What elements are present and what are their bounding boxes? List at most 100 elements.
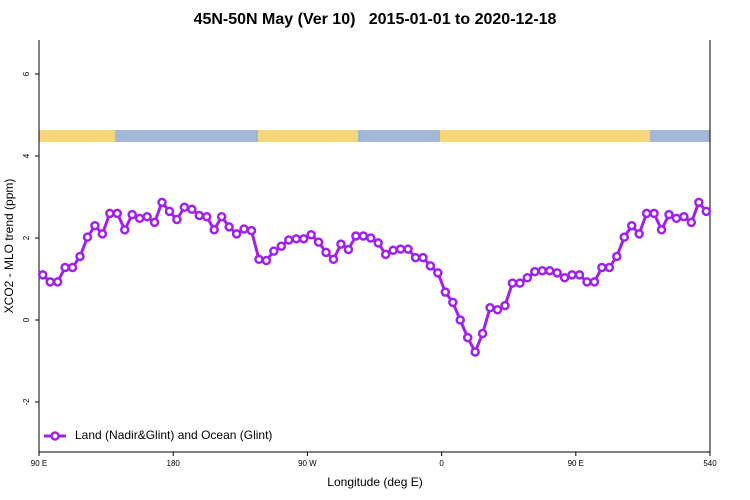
x-tick-label: 90 E — [568, 459, 584, 468]
data-point — [52, 277, 63, 287]
x-tick-label: 0 — [439, 459, 444, 468]
data-point — [589, 277, 600, 287]
data-point — [582, 277, 592, 287]
data-point — [619, 232, 630, 242]
data-point — [380, 249, 391, 260]
data-point — [172, 214, 182, 225]
data-point — [522, 273, 533, 283]
data-point — [492, 304, 503, 315]
data-point — [127, 209, 137, 220]
data-point — [276, 241, 287, 251]
data-point — [470, 347, 480, 357]
data-point — [313, 237, 324, 247]
y-tick-label: 2 — [22, 235, 31, 240]
data-point — [216, 211, 227, 222]
data-point — [269, 246, 279, 256]
data-point — [388, 245, 398, 256]
y-tick-label: 0 — [22, 317, 31, 322]
data-point — [298, 234, 309, 244]
chart-title: 45N-50N May (Ver 10) 2015-01-01 to 2020-… — [194, 11, 557, 28]
data-point — [246, 225, 257, 236]
data-point — [418, 252, 428, 263]
data-point — [574, 270, 585, 280]
data-point — [455, 315, 465, 325]
data-point — [567, 270, 577, 280]
data-line — [41, 199, 708, 356]
data-point — [261, 255, 272, 266]
data-point — [679, 211, 689, 222]
data-point — [336, 239, 346, 249]
data-point — [559, 273, 570, 283]
data-point — [537, 266, 547, 276]
data-point — [157, 197, 167, 208]
data-point — [433, 268, 443, 278]
data-point — [142, 211, 152, 222]
data-point — [149, 217, 160, 228]
data-point — [448, 297, 458, 308]
data-point — [440, 287, 451, 297]
data-point — [321, 247, 331, 258]
data-point — [194, 210, 205, 221]
x-tick-label: 90 E — [31, 459, 47, 468]
data-point — [373, 238, 383, 248]
land-band — [440, 130, 650, 142]
data-point — [604, 262, 615, 273]
y-tick-label: -2 — [22, 398, 31, 406]
data-point — [552, 268, 562, 278]
y-tick-label: 6 — [22, 71, 31, 76]
data-point — [425, 261, 436, 271]
data-point — [209, 225, 219, 235]
data-point — [134, 213, 145, 224]
data-point — [515, 278, 525, 288]
data-point — [671, 213, 682, 224]
data-point — [462, 332, 473, 343]
data-point — [701, 206, 712, 217]
x-tick-label: 180 — [167, 459, 181, 468]
data-point — [119, 225, 130, 235]
data-point — [410, 252, 421, 263]
data-point — [97, 229, 108, 239]
data-point — [224, 222, 234, 232]
data-point — [75, 251, 85, 262]
data-point — [403, 244, 413, 254]
data-point — [164, 206, 175, 217]
data-point — [45, 277, 55, 287]
data-point — [485, 302, 495, 313]
y-tick-label: 4 — [22, 153, 31, 158]
data-point — [626, 220, 637, 231]
data-point — [239, 224, 249, 234]
data-point — [544, 266, 555, 276]
data-point — [664, 209, 674, 220]
data-point — [67, 262, 78, 273]
data-point — [306, 229, 316, 240]
land-band — [39, 130, 115, 142]
data-point — [634, 229, 644, 239]
data-point — [530, 266, 540, 277]
map-strip — [39, 130, 710, 142]
data-point — [612, 251, 622, 262]
data-point — [82, 232, 93, 242]
y-axis-title: XCO2 - MLO trend (ppm) — [2, 179, 16, 314]
data-point — [641, 208, 652, 219]
data-point — [179, 202, 190, 213]
legend-label: Land (Nadir&Glint) and Ocean (Glint) — [75, 428, 272, 442]
data-point — [90, 220, 100, 231]
data-point — [343, 244, 354, 255]
data-point — [358, 231, 369, 241]
land-band — [258, 130, 358, 142]
data-point — [395, 244, 406, 254]
x-axis-title: Longitude (deg E) — [327, 475, 422, 489]
data-point — [37, 270, 48, 280]
data-point — [202, 211, 212, 222]
data-point — [187, 204, 197, 215]
x-tick-label: 90 W — [298, 459, 317, 468]
data-point — [507, 278, 518, 288]
data-point — [60, 262, 70, 273]
data-point — [254, 254, 264, 265]
data-point — [477, 328, 488, 339]
data-point — [105, 208, 115, 219]
data-point — [649, 208, 659, 219]
data-point — [686, 217, 697, 228]
data-point — [366, 233, 376, 243]
